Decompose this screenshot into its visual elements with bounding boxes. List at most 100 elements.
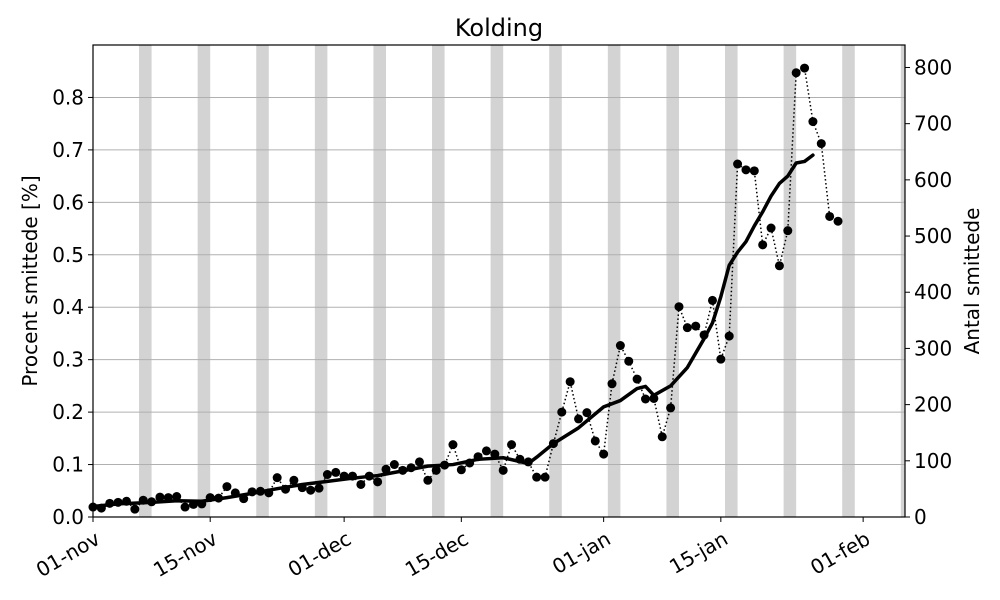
y-tick-label: 0.0 <box>52 505 84 529</box>
y2-tick-label: 500 <box>914 224 952 248</box>
y-tick-label: 0.7 <box>52 138 84 162</box>
daily-point <box>222 482 232 492</box>
y2-tick-label: 600 <box>914 168 952 192</box>
daily-point <box>180 502 190 512</box>
daily-point <box>657 432 667 442</box>
weekend-band <box>607 45 621 517</box>
daily-point <box>833 216 843 226</box>
daily-point <box>640 394 650 404</box>
daily-point <box>666 403 676 413</box>
y2-tick-label: 200 <box>914 393 952 417</box>
y-tick-label: 0.8 <box>52 85 84 109</box>
weekend-band <box>139 45 152 517</box>
y-axis-label: Procent smittede [%] <box>18 175 42 386</box>
y2-tick-label: 300 <box>914 336 952 360</box>
daily-point <box>557 407 567 417</box>
daily-point <box>414 457 424 467</box>
weekend-band <box>490 45 504 517</box>
daily-point <box>289 475 299 485</box>
weekend-band <box>783 45 797 517</box>
y2-tick-label: 400 <box>914 280 952 304</box>
daily-point <box>816 139 826 149</box>
weekend-band <box>373 45 386 517</box>
daily-point <box>314 483 324 493</box>
daily-point <box>624 356 634 366</box>
daily-point <box>733 159 743 169</box>
gridlines <box>93 96 905 518</box>
daily-point <box>766 223 776 233</box>
daily-point <box>749 166 759 176</box>
daily-point <box>674 302 684 312</box>
daily-point <box>532 472 542 482</box>
daily-series-line <box>92 66 839 511</box>
daily-point <box>783 226 793 236</box>
daily-point <box>272 473 282 483</box>
daily-point <box>774 261 784 271</box>
daily-point <box>607 379 617 389</box>
daily-point <box>800 63 810 73</box>
daily-point <box>707 295 717 305</box>
y2-tick-label: 100 <box>914 449 952 473</box>
daily-point <box>615 341 625 351</box>
daily-point <box>599 449 609 459</box>
y-tick-label: 0.4 <box>52 295 84 319</box>
daily-point <box>590 436 600 446</box>
daily-point <box>808 117 818 127</box>
daily-point <box>791 68 801 78</box>
daily-point <box>498 465 508 475</box>
plot-frame <box>92 44 906 518</box>
weekend-band <box>256 45 269 517</box>
y2-axis-label: Antal smittede <box>960 208 984 355</box>
daily-point <box>356 479 366 489</box>
daily-point <box>155 492 165 502</box>
daily-point <box>381 464 391 474</box>
y-tick-label: 0.6 <box>52 190 84 214</box>
daily-point <box>825 211 835 221</box>
daily-point <box>431 465 441 475</box>
daily-point <box>649 393 659 403</box>
daily-point <box>389 460 399 470</box>
chart-title: Kolding <box>455 14 543 42</box>
daily-point <box>481 446 491 456</box>
daily-point <box>632 374 642 384</box>
daily-point <box>507 440 517 450</box>
weekend-band <box>842 45 855 517</box>
series-layer <box>88 63 843 514</box>
weekend-band <box>666 45 679 517</box>
y-tick-label: 0.3 <box>52 348 84 372</box>
weekend-band <box>725 45 738 517</box>
daily-point <box>448 440 458 450</box>
daily-point <box>331 467 341 477</box>
daily-point <box>130 504 140 514</box>
daily-point <box>565 377 575 387</box>
daily-point <box>456 465 466 475</box>
daily-point <box>306 485 316 495</box>
daily-point <box>758 240 768 250</box>
daily-point <box>490 449 500 459</box>
daily-point <box>172 492 182 502</box>
daily-point <box>724 331 734 341</box>
weekend-band <box>900 45 905 517</box>
axes: 0.0 0.1 0.2 0.3 0.4 0.5 0.6 0.7 0.8 0 100 200 300 400… <box>32 55 952 581</box>
y2-tick-label: 700 <box>914 112 952 136</box>
weekend-band <box>197 45 211 517</box>
daily-point <box>691 321 701 331</box>
daily-point <box>682 323 692 333</box>
daily-point <box>741 165 751 175</box>
daily-point <box>574 414 584 424</box>
daily-point <box>716 354 726 364</box>
y-tick-label: 0.1 <box>52 453 84 477</box>
daily-point <box>322 470 332 480</box>
y-tick-label: 0.5 <box>52 243 84 267</box>
rolling-average-line <box>91 153 815 509</box>
weekend-band <box>549 45 562 517</box>
weekend-band <box>314 45 328 517</box>
y2-tick-label: 0 <box>914 505 927 529</box>
weekend-band <box>432 45 445 517</box>
daily-point <box>423 475 433 485</box>
daily-point <box>373 477 383 487</box>
y2-tick-label: 800 <box>914 55 952 79</box>
daily-point <box>582 408 592 418</box>
daily-point <box>540 472 550 482</box>
